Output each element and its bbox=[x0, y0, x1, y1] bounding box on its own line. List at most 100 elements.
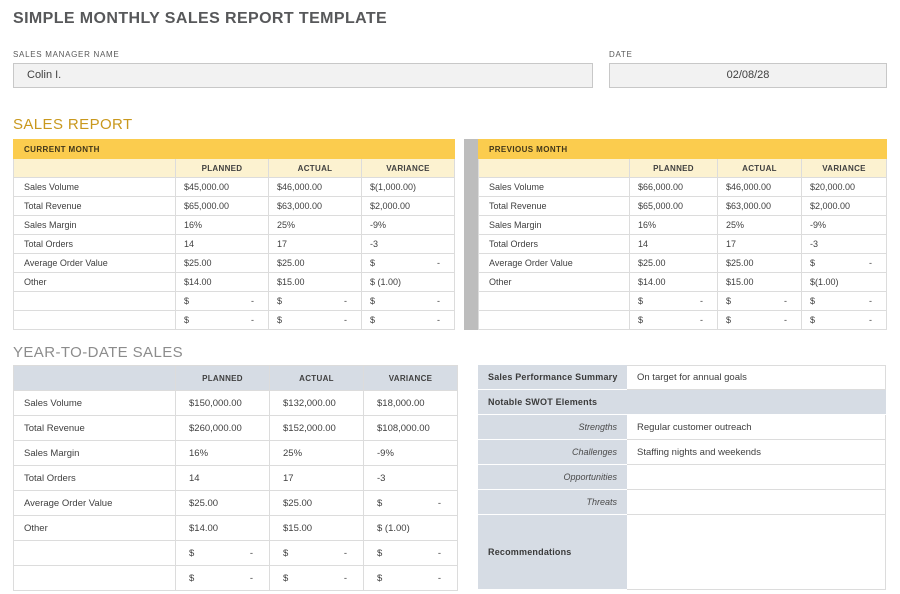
summary-row: Strengths Regular customer outreach bbox=[478, 415, 886, 440]
cell-value: $ - bbox=[175, 565, 270, 591]
cell-value: $65,000.00 bbox=[175, 196, 269, 216]
table-row: Average Order Value $25.00 $25.00 $ - bbox=[478, 253, 887, 273]
cell-value: -3 bbox=[801, 234, 887, 254]
cell-value: $65,000.00 bbox=[629, 196, 718, 216]
cell-value: $ - bbox=[361, 253, 455, 273]
monthly-tables: CURRENT MONTH PLANNED ACTUAL VARIANCE Sa… bbox=[13, 139, 887, 330]
column-header-variance: VARIANCE bbox=[801, 158, 887, 178]
table-row: $ - $ - $ - bbox=[13, 291, 455, 311]
date-input[interactable]: 02/08/28 bbox=[609, 63, 887, 88]
cell-value: $ - bbox=[363, 540, 458, 566]
row-label: Total Revenue bbox=[478, 196, 630, 216]
cell-value: 25% bbox=[269, 440, 364, 466]
summary-row: Challenges Staffing nights and weekends bbox=[478, 440, 886, 465]
cell-value: $ - bbox=[801, 253, 887, 273]
cell-value: $(1,000.00) bbox=[361, 177, 455, 197]
table-row: $ - $ - $ - bbox=[478, 291, 887, 311]
cell-value: $152,000.00 bbox=[269, 415, 364, 441]
cell-value: $ - bbox=[361, 310, 455, 330]
table-row: Other $14.00 $15.00 $ (1.00) bbox=[13, 515, 458, 541]
table-row: Total Revenue $65,000.00 $63,000.00 $2,000.… bbox=[478, 196, 887, 216]
cell-value: $25.00 bbox=[175, 253, 269, 273]
cell-value: $ - bbox=[801, 310, 887, 330]
cell-value: $14.00 bbox=[629, 272, 718, 292]
column-header-planned: PLANNED bbox=[175, 365, 270, 391]
previous-month-title-row: PREVIOUS MONTH bbox=[478, 139, 887, 159]
cell-value: $108,000.00 bbox=[363, 415, 458, 441]
cell-value: $ - bbox=[175, 291, 269, 311]
table-row: Sales Margin 16% 25% -9% bbox=[478, 215, 887, 235]
cell-value: 17 bbox=[269, 465, 364, 491]
cell-value: $15.00 bbox=[268, 272, 362, 292]
summary-value bbox=[627, 465, 886, 490]
row-label: Other bbox=[13, 515, 176, 541]
table-row: $ - $ - $ - bbox=[13, 540, 458, 566]
row-label: Average Order Value bbox=[13, 490, 176, 516]
header-fields: SALES MANAGER NAME Colin I. DATE 02/08/2… bbox=[13, 50, 887, 88]
row-label: Sales Volume bbox=[13, 177, 176, 197]
cell-value: $ - bbox=[269, 540, 364, 566]
row-label: Sales Margin bbox=[13, 215, 176, 235]
cell-value: -9% bbox=[361, 215, 455, 235]
cell-value: $ - bbox=[629, 310, 718, 330]
column-header-planned: PLANNED bbox=[629, 158, 718, 178]
cell-value: $(1.00) bbox=[801, 272, 887, 292]
sales-manager-input[interactable]: Colin I. bbox=[13, 63, 593, 88]
row-label: Average Order Value bbox=[478, 253, 630, 273]
table-row: Total Orders 14 17 -3 bbox=[13, 234, 455, 254]
ytd-section: PLANNED ACTUAL VARIANCE Sales Volume $150… bbox=[13, 365, 887, 591]
table-row: Sales Volume $150,000.00 $132,000.00 $18,00… bbox=[13, 390, 458, 416]
cell-value: $ - bbox=[717, 310, 802, 330]
row-label: Total Revenue bbox=[13, 415, 176, 441]
current-month-table: CURRENT MONTH PLANNED ACTUAL VARIANCE Sa… bbox=[13, 139, 455, 330]
summary-label: Opportunities bbox=[478, 465, 627, 490]
row-label: Sales Margin bbox=[13, 440, 176, 466]
table-row: Sales Volume $45,000.00 $46,000.00 $(1,000.… bbox=[13, 177, 455, 197]
column-header-planned: PLANNED bbox=[175, 158, 269, 178]
table-row: $ - $ - $ - bbox=[13, 565, 458, 591]
cell-value: -9% bbox=[801, 215, 887, 235]
table-divider bbox=[464, 139, 478, 330]
ytd-heading: YEAR-TO-DATE SALES bbox=[13, 344, 184, 361]
summary-value bbox=[627, 490, 886, 515]
cell-value: 14 bbox=[175, 465, 270, 491]
summary-value: Staffing nights and weekends bbox=[627, 440, 886, 465]
cell-value: 14 bbox=[175, 234, 269, 254]
cell-value: $ (1.00) bbox=[361, 272, 455, 292]
previous-month-table: PREVIOUS MONTH PLANNED ACTUAL VARIANCE S… bbox=[478, 139, 887, 330]
cell-value: $66,000.00 bbox=[629, 177, 718, 197]
cell-value: $ - bbox=[629, 291, 718, 311]
cell-value: $ - bbox=[268, 291, 362, 311]
cell-value: $14.00 bbox=[175, 272, 269, 292]
cell-value: $15.00 bbox=[717, 272, 802, 292]
row-label bbox=[478, 291, 630, 311]
row-label: Total Revenue bbox=[13, 196, 176, 216]
cell-value: $ - bbox=[801, 291, 887, 311]
row-label: Sales Volume bbox=[478, 177, 630, 197]
previous-month-title: PREVIOUS MONTH bbox=[478, 139, 887, 159]
cell-value: -3 bbox=[361, 234, 455, 254]
table-row: Average Order Value $25.00 $25.00 $ - bbox=[13, 253, 455, 273]
cell-value: -9% bbox=[363, 440, 458, 466]
current-month-columns-row: PLANNED ACTUAL VARIANCE bbox=[13, 158, 455, 178]
cell-value: $25.00 bbox=[268, 253, 362, 273]
cell-value: $63,000.00 bbox=[717, 196, 802, 216]
summary-value bbox=[627, 515, 886, 590]
empty-header-cell bbox=[13, 365, 176, 391]
summary-label: Recommendations bbox=[478, 515, 627, 590]
table-row: Average Order Value $25.00 $25.00 $ - bbox=[13, 490, 458, 516]
cell-value: $2,000.00 bbox=[361, 196, 455, 216]
current-month-title-row: CURRENT MONTH bbox=[13, 139, 455, 159]
cell-value: 17 bbox=[717, 234, 802, 254]
cell-value: 16% bbox=[175, 215, 269, 235]
row-label: Sales Volume bbox=[13, 390, 176, 416]
row-label: Total Orders bbox=[13, 234, 176, 254]
summary-label: Challenges bbox=[478, 440, 627, 465]
empty-header-cell bbox=[13, 158, 176, 178]
current-month-title: CURRENT MONTH bbox=[13, 139, 455, 159]
table-row: $ - $ - $ - bbox=[13, 310, 455, 330]
cell-value: $18,000.00 bbox=[363, 390, 458, 416]
summary-row: Opportunities bbox=[478, 465, 886, 490]
cell-value: 14 bbox=[629, 234, 718, 254]
